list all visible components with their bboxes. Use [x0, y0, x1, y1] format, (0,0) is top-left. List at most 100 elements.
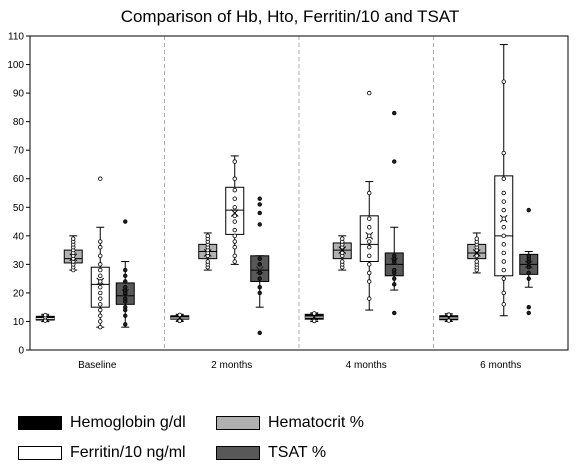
y-tick-label: 30 — [13, 260, 25, 271]
data-point — [205, 259, 210, 264]
data-point — [367, 90, 372, 96]
data-point — [340, 236, 345, 241]
data-point — [446, 312, 451, 317]
data-point — [392, 253, 397, 258]
data-point — [232, 253, 237, 258]
data-point — [501, 199, 506, 204]
data-point — [474, 236, 479, 241]
data-point — [257, 256, 262, 261]
y-tick-label: 60 — [13, 174, 25, 185]
x-tick-label: 6 months — [480, 360, 521, 371]
data-point — [98, 307, 103, 313]
y-tick-label: 10 — [13, 317, 25, 328]
mean-marker — [472, 249, 481, 257]
data-point — [340, 259, 345, 264]
data-point — [526, 270, 531, 276]
data-point — [257, 210, 262, 216]
boxplot — [494, 44, 514, 317]
data-point — [526, 265, 531, 270]
mean-marker — [255, 266, 264, 274]
data-point — [98, 176, 103, 181]
data-point — [257, 196, 262, 201]
plot-frame — [29, 35, 569, 351]
x-axis-categories: Baseline 2 months 4 months 6 months — [78, 360, 521, 371]
data-point — [392, 310, 397, 316]
data-point — [474, 253, 479, 258]
data-point — [177, 318, 182, 324]
data-point — [98, 302, 103, 307]
boxplot — [225, 155, 245, 265]
data-point — [98, 267, 103, 273]
data-point — [367, 216, 372, 221]
data-point — [257, 285, 262, 290]
y-tick-label: 110 — [8, 32, 24, 43]
data-point — [392, 110, 397, 116]
boxplot — [90, 176, 110, 330]
boxplot — [250, 196, 270, 336]
data-point — [232, 233, 237, 239]
data-point — [501, 150, 506, 156]
x-tick-label: 4 months — [346, 360, 387, 371]
data-point — [123, 267, 128, 273]
data-point — [367, 253, 372, 258]
y-tick-label: 0 — [18, 346, 24, 357]
data-point — [367, 270, 372, 276]
data-point — [257, 270, 262, 276]
box — [359, 215, 379, 263]
data-point — [367, 296, 372, 301]
data-point — [526, 304, 531, 310]
data-point — [98, 313, 103, 318]
boxplot — [170, 312, 190, 324]
box — [225, 186, 245, 235]
data-point — [232, 213, 237, 219]
data-point — [98, 273, 103, 278]
data-point — [123, 273, 128, 278]
data-point — [232, 176, 237, 181]
data-point — [257, 276, 262, 281]
data-point — [98, 319, 103, 324]
data-point — [232, 196, 237, 201]
data-point — [501, 290, 506, 296]
mean-marker — [338, 246, 347, 254]
boxplot — [304, 311, 324, 324]
data-point — [501, 225, 506, 230]
box — [250, 255, 270, 282]
data-point — [123, 322, 128, 327]
boxplot — [35, 312, 55, 323]
data-point — [367, 262, 372, 267]
y-tick-label: 50 — [13, 203, 25, 214]
data-point — [501, 242, 506, 247]
data-point — [98, 239, 103, 244]
y-tick-label: 80 — [13, 117, 25, 128]
data-point — [98, 290, 103, 296]
boxplot — [519, 207, 539, 316]
data-point — [257, 202, 262, 207]
data-point — [98, 253, 103, 258]
data-point — [392, 159, 397, 164]
mean-marker — [175, 313, 184, 322]
data-point — [526, 310, 531, 316]
data-point — [367, 190, 372, 196]
data-point — [367, 239, 372, 244]
data-point — [526, 276, 531, 281]
boxplot — [384, 110, 404, 316]
data-point — [367, 245, 372, 250]
data-point — [392, 267, 397, 273]
data-point — [232, 239, 237, 244]
data-point — [257, 330, 262, 336]
data-point — [232, 227, 237, 233]
data-point — [98, 262, 103, 267]
data-point — [501, 207, 506, 213]
data-point — [367, 225, 372, 230]
data-point — [177, 312, 182, 318]
data-point — [123, 279, 128, 284]
boxplot — [439, 312, 459, 323]
data-point — [340, 250, 345, 256]
data-point — [501, 190, 506, 196]
boxplot — [332, 235, 352, 271]
data-point — [43, 312, 48, 318]
data-point — [501, 79, 506, 84]
data-point — [232, 187, 237, 193]
mean-marker — [524, 260, 533, 269]
